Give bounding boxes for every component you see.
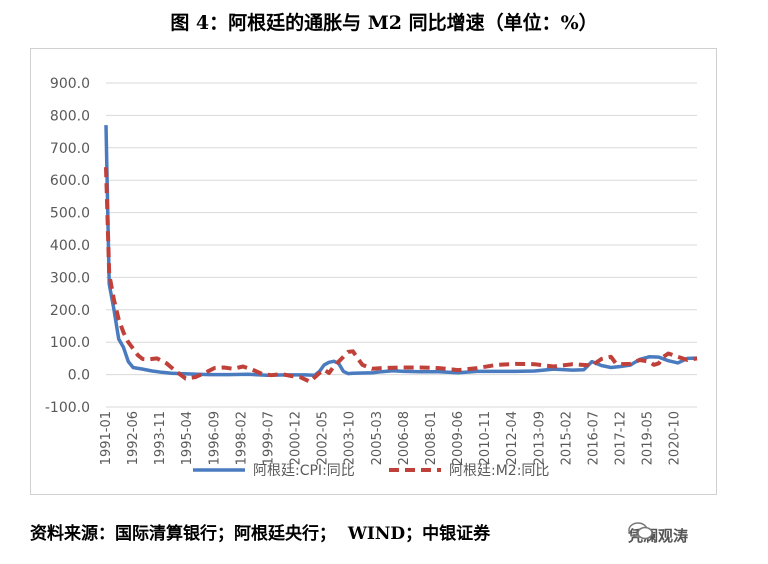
x-tick-label: 2002-05 <box>316 411 331 465</box>
x-tick-label: 2017-12 <box>614 411 629 465</box>
legend-label-m2: 阿根廷:M2:同比 <box>449 463 549 479</box>
x-tick-label: 2000-12 <box>289 411 304 465</box>
x-tick-label: 1995-04 <box>180 411 195 465</box>
series-lines <box>104 125 698 384</box>
x-tick-label: 2005-03 <box>370 411 385 465</box>
legend-label-cpi: 阿根廷:CPI:同比 <box>253 463 355 479</box>
watermark: 凭澜观涛 <box>628 521 688 549</box>
x-tick-label: 2009-06 <box>451 411 466 465</box>
series-line-cpi <box>104 125 698 377</box>
y-tick-label: 100.0 <box>50 335 90 351</box>
chart-frame: -100.0 0.0 100.0 200.0 300.0 400.0 500.0 600.0 7… <box>30 48 717 495</box>
x-tick-label: 1998-02 <box>234 411 249 465</box>
x-tick-label: 2003-10 <box>343 411 358 465</box>
x-tick-label: 2013-09 <box>532 411 547 465</box>
x-tick-label: 2019-05 <box>641 411 656 465</box>
x-tick-label: 2008-01 <box>424 411 439 465</box>
y-tick-label: 700.0 <box>50 141 90 157</box>
x-tick-label: 1993-11 <box>153 411 168 465</box>
gridlines <box>106 82 697 408</box>
series-line-m2 <box>104 167 698 384</box>
x-tick-label: 2016-07 <box>586 411 601 465</box>
y-tick-label: 500.0 <box>50 206 90 222</box>
y-tick-label: 400.0 <box>50 238 90 254</box>
y-tick-label: 0.0 <box>68 368 90 384</box>
x-tick-label: 2020-10 <box>668 411 683 465</box>
y-tick-label: 800.0 <box>50 108 90 124</box>
y-tick-label: -100.0 <box>45 400 90 416</box>
y-axis-tick-labels: -100.0 0.0 100.0 200.0 300.0 400.0 500.0 600.0 7… <box>45 76 90 416</box>
y-tick-label: 300.0 <box>50 270 90 286</box>
x-tick-label: 1991-01 <box>99 411 114 465</box>
x-tick-label: 2006-08 <box>397 411 412 465</box>
x-tick-label: 1996-09 <box>207 411 222 465</box>
x-tick-label: 2010-11 <box>478 411 493 465</box>
x-tick-label: 2015-02 <box>559 411 574 465</box>
y-tick-label: 600.0 <box>50 173 90 189</box>
wechat-icon <box>628 522 653 540</box>
y-tick-label: 900.0 <box>50 76 90 92</box>
x-tick-label: 2012-04 <box>505 411 520 465</box>
y-tick-label: 200.0 <box>50 303 90 319</box>
chart-title: 图 4：阿根廷的通胀与 M2 同比增速（单位：%） <box>170 12 598 34</box>
x-tick-label: 1999-07 <box>261 411 276 465</box>
legend: 阿根廷:CPI:同比 阿根廷:M2:同比 <box>193 463 549 479</box>
line-chart: -100.0 0.0 100.0 200.0 300.0 400.0 500.0 600.0 7… <box>45 76 698 479</box>
x-axis-tick-labels: 1991-01 1992-06 1993-11 1995-04 1996-09 1998-… <box>99 411 683 465</box>
x-tick-label: 1992-06 <box>126 411 141 465</box>
source-note: 资料来源：国际清算银行；阿根廷央行； WIND；中银证券 <box>30 524 491 544</box>
